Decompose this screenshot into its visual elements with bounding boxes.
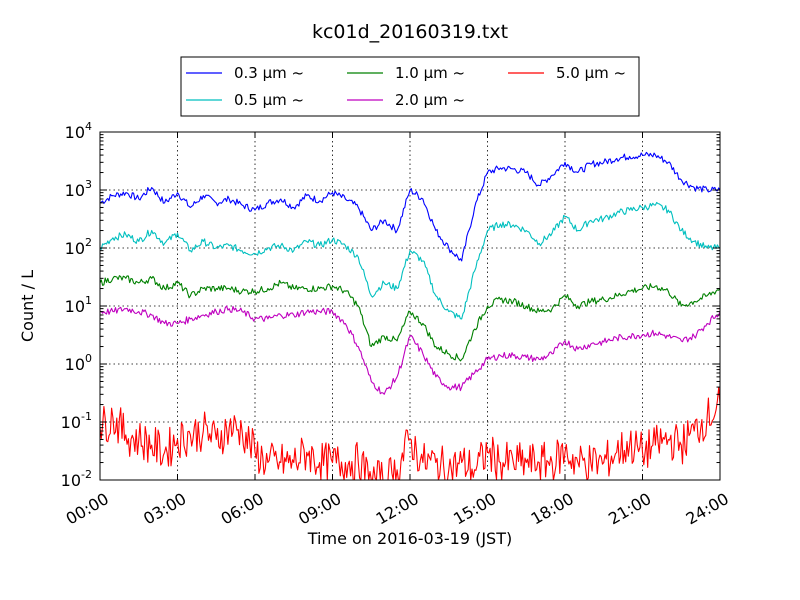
legend-label-2: 0.5 μm ~: [234, 91, 304, 109]
y-tick-label: 10-1: [61, 410, 92, 432]
y-tick-label: 101: [65, 294, 92, 316]
y-tick-label: 10-2: [61, 468, 92, 490]
y-axis-label: Count / L: [18, 270, 37, 342]
y-tick-label: 102: [65, 236, 92, 258]
series-line-4: [99, 305, 721, 395]
series-line-1: [99, 151, 721, 262]
series-line-3: [99, 275, 721, 362]
y-tick-label: 103: [65, 178, 92, 200]
chart-title: kc01d_20160319.txt: [312, 21, 508, 43]
legend-label-5: 5.0 μm ~: [556, 64, 626, 82]
legend-label-3: 1.0 μm ~: [395, 64, 465, 82]
legend-label-4: 2.0 μm ~: [395, 91, 465, 109]
legend: 0.3 μm ~ 0.5 μm ~ 1.0 μm ~ 2.0 μm ~ 5.0 μm ~: [180, 56, 640, 117]
series-line-2: [99, 201, 721, 320]
legend-label-1: 0.3 μm ~: [234, 64, 304, 82]
y-tick-label: 100: [65, 352, 92, 374]
legend-box: [180, 56, 640, 117]
y-tick-label: 104: [65, 120, 92, 142]
series-line-5: [99, 386, 721, 481]
series-layer: [99, 151, 721, 481]
x-axis-label: Time on 2016-03-19 (JST): [307, 529, 512, 548]
legend-items: 0.3 μm ~ 0.5 μm ~ 1.0 μm ~ 2.0 μm ~ 5.0 μm ~: [186, 64, 626, 109]
